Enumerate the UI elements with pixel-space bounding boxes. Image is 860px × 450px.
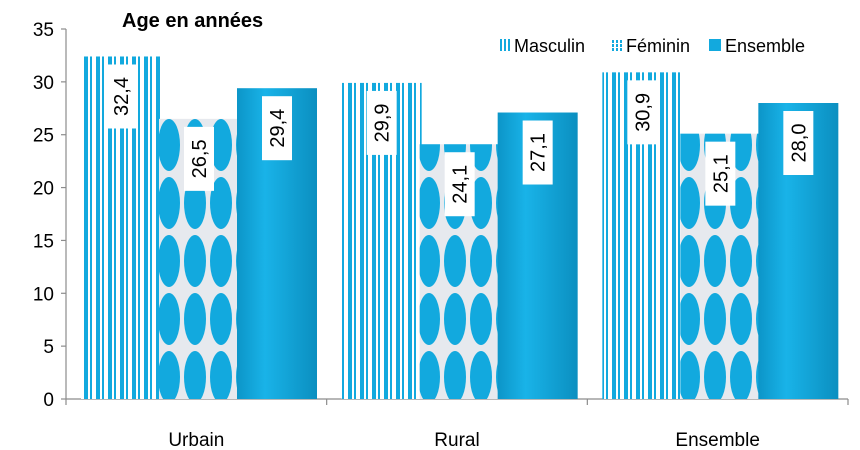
data-label-feminin-0: 26,5 — [184, 126, 214, 191]
y-tick-label: 5 — [43, 337, 54, 358]
legend: Masculin Féminin Ensemble — [498, 36, 805, 56]
data-label-masculin-2: 30,9 — [627, 80, 658, 145]
data-label-bg — [783, 111, 814, 175]
y-tick-label: 35 — [33, 20, 54, 41]
legend-swatch-masculin — [498, 39, 510, 51]
data-label-text: 28,0 — [788, 124, 810, 163]
data-label-text: 29,9 — [372, 103, 394, 142]
data-label-text: 32,4 — [111, 77, 133, 116]
y-tick-label: 30 — [33, 73, 54, 94]
data-label-ensemble-2: 28,0 — [783, 111, 814, 175]
data-label-bg — [106, 64, 136, 129]
data-label-bg — [444, 152, 475, 217]
data-label-bg — [184, 126, 214, 191]
category-label: Urbain — [168, 430, 224, 450]
data-label-text: 30,9 — [632, 93, 654, 132]
y-tick-label: 20 — [33, 179, 54, 200]
legend-label-feminin: Féminin — [626, 36, 690, 56]
data-label-feminin-2: 25,1 — [705, 141, 736, 206]
legend-swatch-feminin — [610, 39, 622, 51]
y-tick-label: 15 — [33, 231, 54, 252]
data-label-text: 27,1 — [528, 133, 550, 172]
data-label-text: 29,4 — [267, 109, 289, 148]
data-label-masculin-1: 29,9 — [366, 90, 397, 155]
data-label-ensemble-0: 29,4 — [262, 96, 292, 161]
category-label: Rural — [434, 430, 479, 450]
data-labels-group: 32,4 26,5 29,4 29,9 24,1 27,1 30,9 25,1 28,0 — [106, 64, 814, 217]
data-label-bg — [522, 120, 553, 185]
data-label-bg — [262, 96, 292, 161]
y-tick-label: 0 — [43, 390, 54, 411]
data-label-bg — [705, 141, 736, 206]
data-label-text: 26,5 — [189, 139, 211, 178]
category-labels-group: Urbain Rural Ensemble — [168, 430, 760, 450]
legend-label-masculin: Masculin — [514, 36, 585, 56]
data-label-bg — [627, 80, 658, 145]
legend-swatch-ensemble — [709, 39, 721, 51]
data-label-feminin-1: 24,1 — [444, 152, 475, 217]
data-label-masculin-0: 32,4 — [106, 64, 136, 129]
data-label-text: 25,1 — [710, 154, 732, 193]
data-label-bg — [366, 90, 397, 155]
legend-label-ensemble: Ensemble — [725, 36, 805, 56]
bars-group — [81, 56, 839, 400]
data-label-text: 24,1 — [450, 165, 472, 204]
chart-title: Age en années — [122, 10, 263, 32]
category-label: Ensemble — [675, 430, 760, 450]
data-label-ensemble-1: 27,1 — [522, 120, 553, 185]
y-tick-label: 10 — [33, 284, 54, 305]
y-tick-label: 25 — [33, 126, 54, 147]
